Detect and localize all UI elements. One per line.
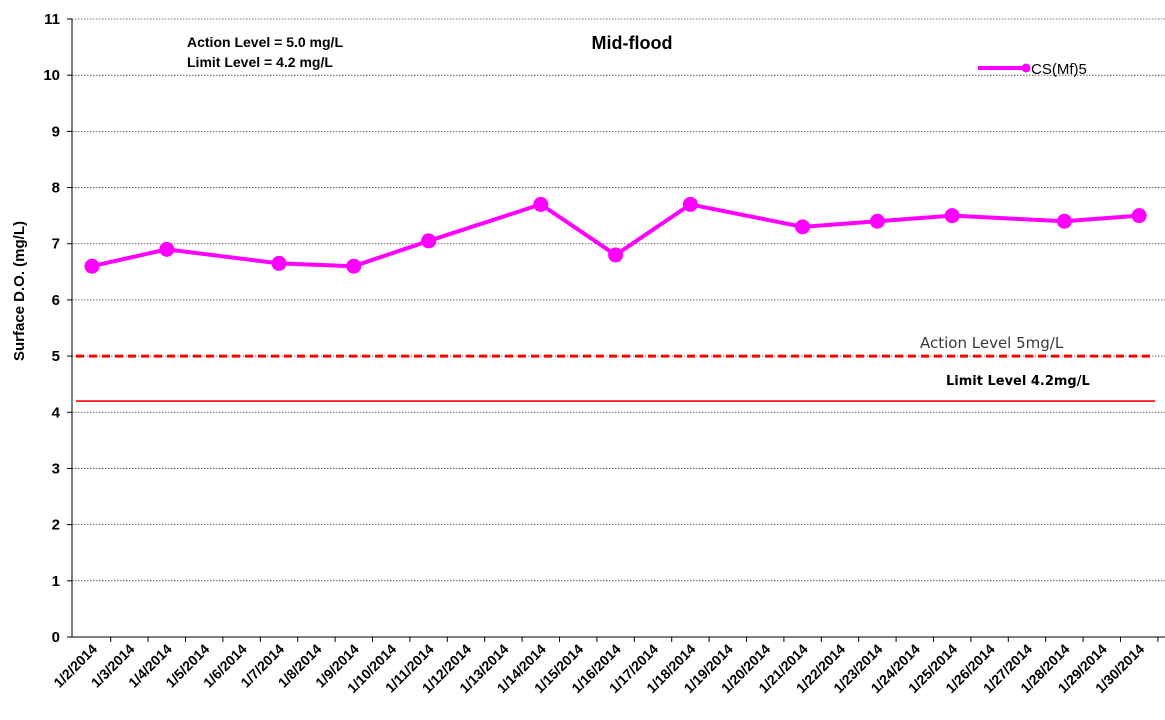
y-tick-label: 3 [52,460,60,477]
limit-level-note: Limit Level = 4.2 mg/L [187,54,333,70]
data-point [159,241,175,257]
y-tick-label: 7 [52,236,60,253]
y-tick-label: 10 [43,67,60,84]
limit-level-line-label: Limit Level 4.2mg/L [946,374,1090,389]
data-point [944,208,960,224]
y-tick-label: 11 [44,11,60,28]
y-tick-label: 9 [52,123,60,140]
reference-lines [76,354,1155,402]
y-tick-label: 5 [52,348,60,365]
data-point [533,196,549,212]
y-tick-labels: 0 1 2 3 4 5 6 7 8 9 10 11 [43,11,60,646]
data-point [1056,213,1072,229]
data-point [1131,208,1147,224]
y-tick-label: 4 [52,404,61,421]
y-tick-label: 1 [52,573,60,590]
data-point [682,196,698,212]
y-axis-label: Surface D.O. (mg/L) [11,221,28,361]
legend-marker [1021,63,1031,73]
data-point [346,258,362,274]
y-tick-label: 2 [52,517,60,534]
gridlines [67,18,1165,638]
axes [71,19,1165,638]
y-tick-label: 0 [52,629,60,646]
data-point [869,213,885,229]
data-point [795,219,811,235]
action-level-line-label: Action Level 5mg/L [920,334,1064,352]
legend-label: CS(Mf)5 [1031,61,1087,78]
legend: CS(Mf)5 [978,61,1087,78]
action-level-note: Action Level = 5.0 mg/L [187,34,343,50]
data-point [271,255,287,271]
chart-title: Mid-flood [592,33,673,53]
data-point [608,247,624,263]
y-tick-label: 6 [52,292,60,309]
y-tick-label: 8 [52,180,60,197]
data-point [84,258,100,274]
data-point [421,233,437,249]
data-series [84,196,1147,274]
x-tick-labels: 1/2/20141/3/20141/4/20141/5/20141/6/2014… [50,637,1159,696]
